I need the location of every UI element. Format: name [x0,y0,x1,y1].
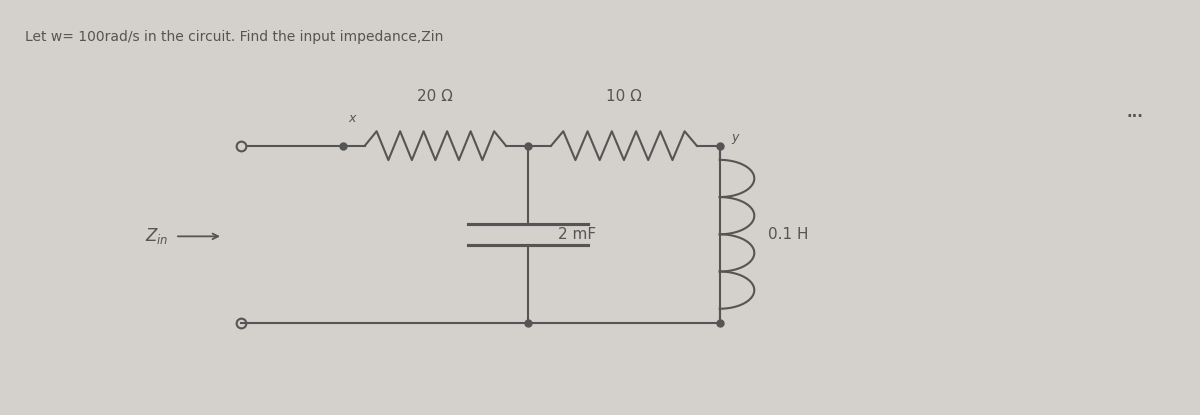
Text: 10 Ω: 10 Ω [606,90,642,105]
Text: ...: ... [1127,105,1144,120]
Text: Let w= 100rad/s in the circuit. Find the input impedance,Zin: Let w= 100rad/s in the circuit. Find the… [25,30,444,44]
Text: 0.1 H: 0.1 H [768,227,808,242]
Text: y: y [732,131,739,144]
Text: x: x [348,112,356,125]
Text: 20 Ω: 20 Ω [418,90,454,105]
Text: 2 mF: 2 mF [558,227,596,242]
Text: $Z_{in}$: $Z_{in}$ [145,226,169,247]
